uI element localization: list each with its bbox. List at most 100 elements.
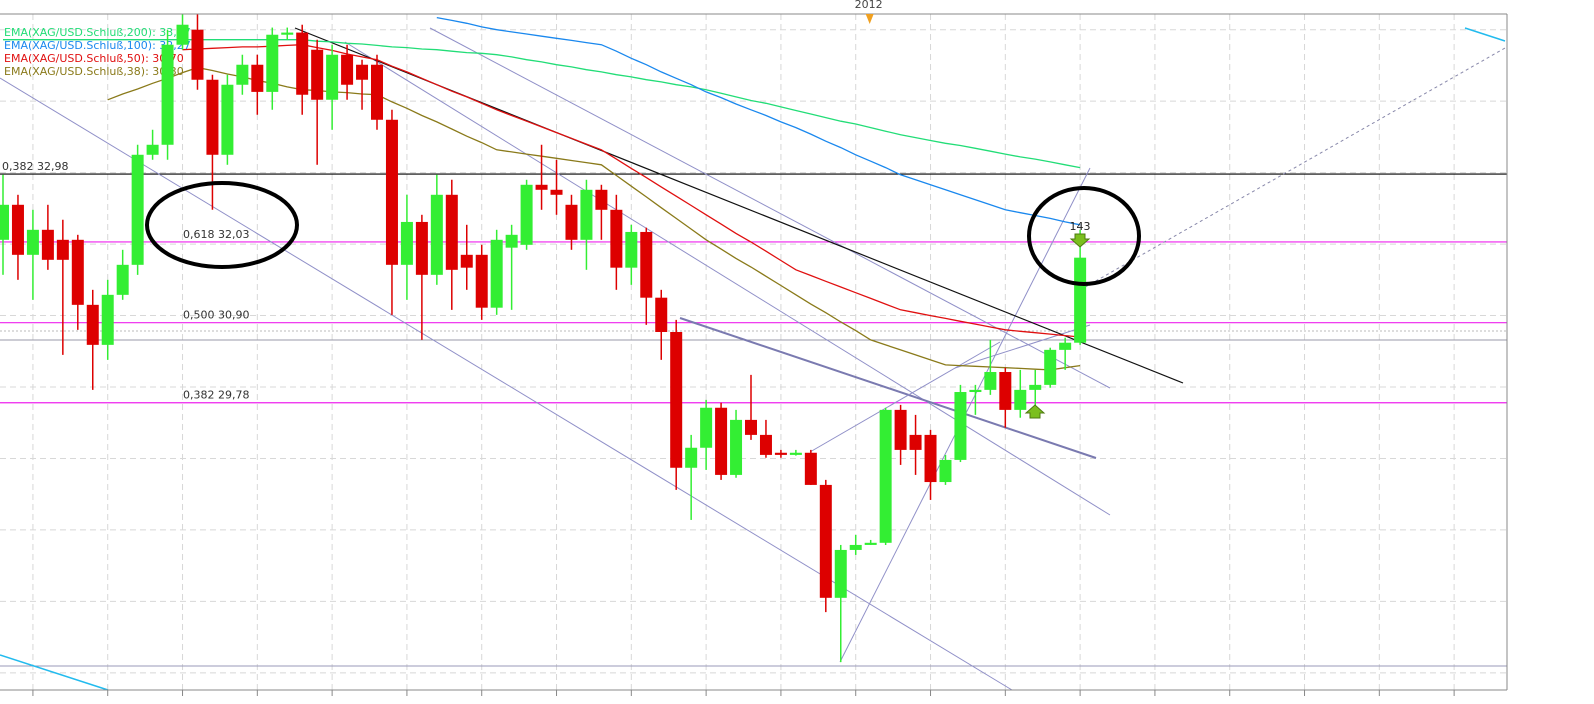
candle-body	[296, 32, 309, 95]
candle-body	[415, 221, 428, 275]
candle-body	[1029, 384, 1042, 390]
candle-body	[131, 154, 144, 265]
candle-body	[759, 434, 772, 455]
candle-body	[520, 184, 533, 245]
candle-body	[86, 304, 99, 345]
levels: 0,382 32,98 0,618 32,03 0,500 30,90 0,382 2…	[0, 160, 1507, 404]
candle-body	[191, 29, 204, 80]
candle-body	[251, 64, 264, 92]
candle-body	[939, 459, 952, 483]
candle-body	[804, 452, 817, 485]
candle-body	[595, 189, 608, 210]
candle-body	[774, 452, 787, 455]
signal-arrows	[1024, 233, 1091, 419]
arrow-down	[1069, 233, 1091, 248]
candle-body	[266, 34, 279, 92]
ellipse	[1027, 186, 1141, 286]
x-ticks: 2012	[32, 0, 1455, 696]
candle-body	[116, 264, 129, 295]
candle-body	[954, 392, 967, 460]
legend: EMA(XAG/USD.Schluß,200): 33,07EMA(XAG/US…	[4, 26, 191, 78]
trend-line	[0, 654, 109, 691]
candle-body	[685, 447, 698, 468]
candle-body	[864, 542, 877, 545]
candles	[0, 14, 1087, 663]
candle-body	[745, 419, 757, 435]
candle-body	[341, 54, 354, 85]
candle-body	[909, 434, 922, 450]
annotation: 143	[1070, 220, 1091, 233]
legend-entry: EMA(XAG/USD.Schluß,38): 30,30	[4, 65, 184, 78]
candle-body	[834, 549, 847, 598]
x-tick-label: 2012	[855, 0, 883, 11]
candle-body	[849, 544, 862, 550]
candle-body	[565, 204, 578, 240]
time-marker	[865, 14, 874, 24]
ema-line	[436, 16, 1081, 226]
candle-body	[490, 239, 503, 308]
candle-body	[610, 209, 623, 268]
grid	[0, 14, 1507, 690]
candle-body	[311, 49, 324, 100]
level-label: 0,500 30,90	[183, 309, 249, 322]
candle-body	[894, 409, 907, 450]
candle-body	[730, 419, 743, 475]
level-label: 0,618 32,03	[183, 228, 249, 241]
candle-body	[1074, 257, 1087, 343]
candle-body	[221, 84, 234, 155]
legend-entry: EMA(XAG/USD.Schluß,50): 30,70	[4, 52, 184, 65]
candle-body	[789, 452, 802, 455]
candle-body	[26, 229, 39, 255]
candle-body	[535, 184, 548, 190]
frame	[0, 13, 1508, 691]
candle-body	[819, 484, 832, 598]
candle-body	[625, 231, 638, 268]
candle-body	[580, 189, 593, 240]
candle-body	[1014, 389, 1027, 410]
candle-body	[445, 194, 458, 270]
candle-body	[371, 64, 383, 120]
highlight-ellipses	[145, 181, 1141, 286]
candle-body	[969, 389, 982, 393]
candle-body	[505, 234, 518, 248]
candle-body	[176, 24, 189, 45]
legend-entry: EMA(XAG/USD.Schluß,200): 33,07	[4, 26, 191, 39]
candle-body	[41, 229, 54, 260]
candle-body	[715, 407, 728, 475]
candle-body	[670, 331, 683, 468]
candle-body	[56, 239, 69, 260]
candle-body	[400, 221, 413, 265]
trend-line	[954, 324, 1091, 369]
candle-body	[161, 44, 174, 145]
candle-body	[984, 372, 997, 390]
candle-body	[475, 254, 488, 308]
candle-body	[281, 32, 294, 35]
legend-entry: EMA(XAG/USD.Schluß,100): 32,27	[4, 39, 191, 52]
candle-body	[700, 407, 713, 448]
candle-body	[356, 64, 369, 80]
candle-body	[1059, 342, 1072, 350]
candle-body	[655, 297, 668, 332]
candle-body	[236, 64, 249, 85]
candle-body	[146, 144, 159, 155]
candle-body	[11, 204, 24, 255]
candle-body	[999, 372, 1012, 410]
candle-body	[385, 119, 398, 265]
candle-body	[550, 189, 563, 195]
candle-body	[879, 409, 892, 543]
candle-body	[326, 54, 339, 100]
arrow-up	[1024, 404, 1046, 419]
trend-line	[809, 341, 1001, 453]
trend-line	[679, 317, 1097, 459]
candle-body	[460, 254, 473, 268]
level-label: 0,382 32,98	[2, 160, 68, 173]
level-label: 0,382 29,78	[183, 389, 249, 402]
candle-body	[101, 294, 114, 345]
candle-body	[206, 79, 219, 155]
candle-body	[640, 231, 653, 298]
candle-body	[0, 204, 9, 240]
candle-body	[924, 434, 937, 483]
